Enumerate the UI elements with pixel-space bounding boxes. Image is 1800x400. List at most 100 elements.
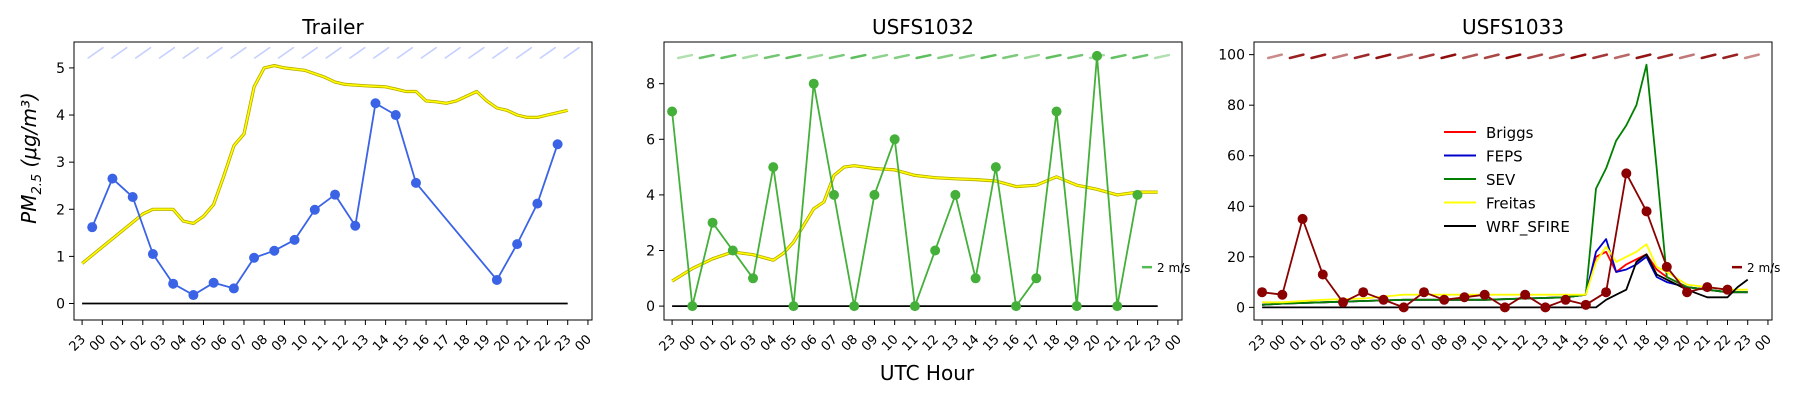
wind-arrow bbox=[1548, 53, 1565, 60]
wind-arrow bbox=[1266, 53, 1283, 60]
x-tick-label: 07 bbox=[228, 332, 250, 354]
x-axis-label: UTC Hour bbox=[880, 361, 975, 385]
observation-point bbox=[1682, 287, 1693, 298]
freitas-line-outline bbox=[81, 63, 569, 265]
observation-point bbox=[1560, 294, 1571, 305]
wind-arrow bbox=[158, 46, 176, 59]
y-tick-label: 2 bbox=[56, 202, 65, 218]
observation-point bbox=[1358, 287, 1369, 298]
wind-arrow bbox=[1396, 53, 1414, 60]
wind-arrow bbox=[1743, 53, 1760, 60]
wind-arrow bbox=[741, 53, 759, 60]
y-tick-label: 1 bbox=[56, 249, 65, 265]
wind-arrow bbox=[937, 53, 954, 60]
freitas-line-outline bbox=[671, 164, 1158, 283]
x-tick-label: 23 bbox=[552, 332, 574, 354]
wind-arrow bbox=[763, 53, 780, 60]
x-tick-label: 10 bbox=[1469, 332, 1491, 354]
observation-point bbox=[532, 198, 543, 209]
x-tick-label: 10 bbox=[879, 332, 901, 354]
chart-panel-1: Trailer012345230001020304050607080910111… bbox=[56, 15, 595, 355]
x-tick-label: 05 bbox=[778, 332, 800, 354]
x-tick-label: 09 bbox=[859, 332, 881, 354]
observation-point bbox=[87, 222, 98, 233]
x-tick-label: 09 bbox=[269, 332, 291, 354]
wind-arrow bbox=[539, 46, 557, 59]
observation-point bbox=[788, 301, 799, 312]
observation-point bbox=[1439, 294, 1450, 305]
x-tick-label: 01 bbox=[107, 332, 129, 354]
wind-arrow bbox=[720, 53, 737, 60]
wind-key-label: 2 m/s bbox=[1157, 261, 1190, 275]
series-line-freitas bbox=[1262, 243, 1748, 304]
y-tick-label: 100 bbox=[1218, 48, 1245, 64]
x-tick-label: 08 bbox=[1429, 332, 1451, 354]
observation-point bbox=[828, 189, 839, 200]
wind-arrow bbox=[373, 46, 390, 59]
wind-arrow bbox=[698, 53, 715, 60]
observation-point bbox=[1661, 261, 1672, 272]
observation-point bbox=[930, 245, 941, 256]
wind-arrow bbox=[980, 53, 997, 60]
x-tick-label: 19 bbox=[1651, 332, 1673, 354]
y-tick-label: 8 bbox=[646, 77, 655, 93]
x-tick-label: 00 bbox=[1162, 332, 1184, 354]
wind-arrow bbox=[1375, 53, 1392, 60]
observation-point bbox=[1317, 269, 1328, 280]
wind-arrow bbox=[828, 53, 845, 60]
wind-arrow bbox=[785, 53, 802, 60]
observation-point bbox=[269, 245, 280, 256]
x-tick-label: 13 bbox=[940, 332, 962, 354]
chart-panel-2: USFS103202468230001020304050607080910111… bbox=[646, 15, 1190, 355]
wind-arrow bbox=[1310, 53, 1327, 60]
observation-point bbox=[1601, 287, 1612, 298]
wind-arrow bbox=[1678, 53, 1695, 60]
y-tick-label: 3 bbox=[56, 155, 65, 171]
x-tick-label: 02 bbox=[717, 332, 739, 354]
wind-arrow bbox=[325, 46, 342, 59]
observation-point bbox=[1722, 284, 1733, 295]
x-tick-label: 09 bbox=[1449, 332, 1471, 354]
wind-arrow bbox=[563, 46, 580, 59]
x-tick-label: 13 bbox=[350, 332, 372, 354]
wind-arrow bbox=[1288, 53, 1305, 60]
wind-arrow bbox=[1592, 53, 1609, 60]
wind-arrow bbox=[958, 53, 975, 60]
observation-point bbox=[1092, 50, 1103, 61]
x-tick-label: 12 bbox=[330, 332, 352, 354]
wind-arrow bbox=[1331, 53, 1349, 60]
x-tick-label: 06 bbox=[208, 332, 230, 354]
plot-frame bbox=[73, 41, 593, 321]
y-axis-label-units: (μg/m³) bbox=[17, 92, 41, 167]
x-tick-label: 12 bbox=[1510, 332, 1532, 354]
x-tick-label: 20 bbox=[1672, 332, 1694, 354]
wind-arrow bbox=[1153, 53, 1171, 60]
y-tick-label: 60 bbox=[1227, 149, 1245, 165]
observation-point bbox=[1112, 301, 1123, 312]
x-tick-label: 00 bbox=[1752, 332, 1774, 354]
observation-point bbox=[168, 278, 179, 289]
x-tick-label: 19 bbox=[471, 332, 493, 354]
wind-arrow bbox=[1483, 53, 1500, 60]
observation-point bbox=[1378, 294, 1389, 305]
observation-point bbox=[390, 110, 401, 121]
plot-frame bbox=[1253, 41, 1773, 321]
wind-arrow bbox=[420, 46, 437, 59]
wind-arrow bbox=[134, 46, 152, 59]
wind-arrow bbox=[676, 53, 694, 60]
y-tick-label: 2 bbox=[646, 244, 655, 260]
observation-point bbox=[552, 139, 563, 150]
x-tick-label: 00 bbox=[87, 332, 109, 354]
x-tick-label: 22 bbox=[532, 332, 554, 354]
wind-arrow bbox=[515, 46, 533, 59]
observation-point bbox=[687, 301, 698, 312]
x-tick-label: 12 bbox=[920, 332, 942, 354]
y-tick-label: 0 bbox=[1236, 300, 1245, 316]
chart-title: USFS1032 bbox=[872, 15, 974, 39]
observation-point bbox=[410, 177, 421, 188]
observation-point bbox=[512, 239, 523, 250]
observation-point bbox=[950, 189, 961, 200]
wind-arrow bbox=[1023, 53, 1040, 60]
wind-arrow bbox=[349, 46, 366, 59]
observation-point bbox=[849, 301, 860, 312]
